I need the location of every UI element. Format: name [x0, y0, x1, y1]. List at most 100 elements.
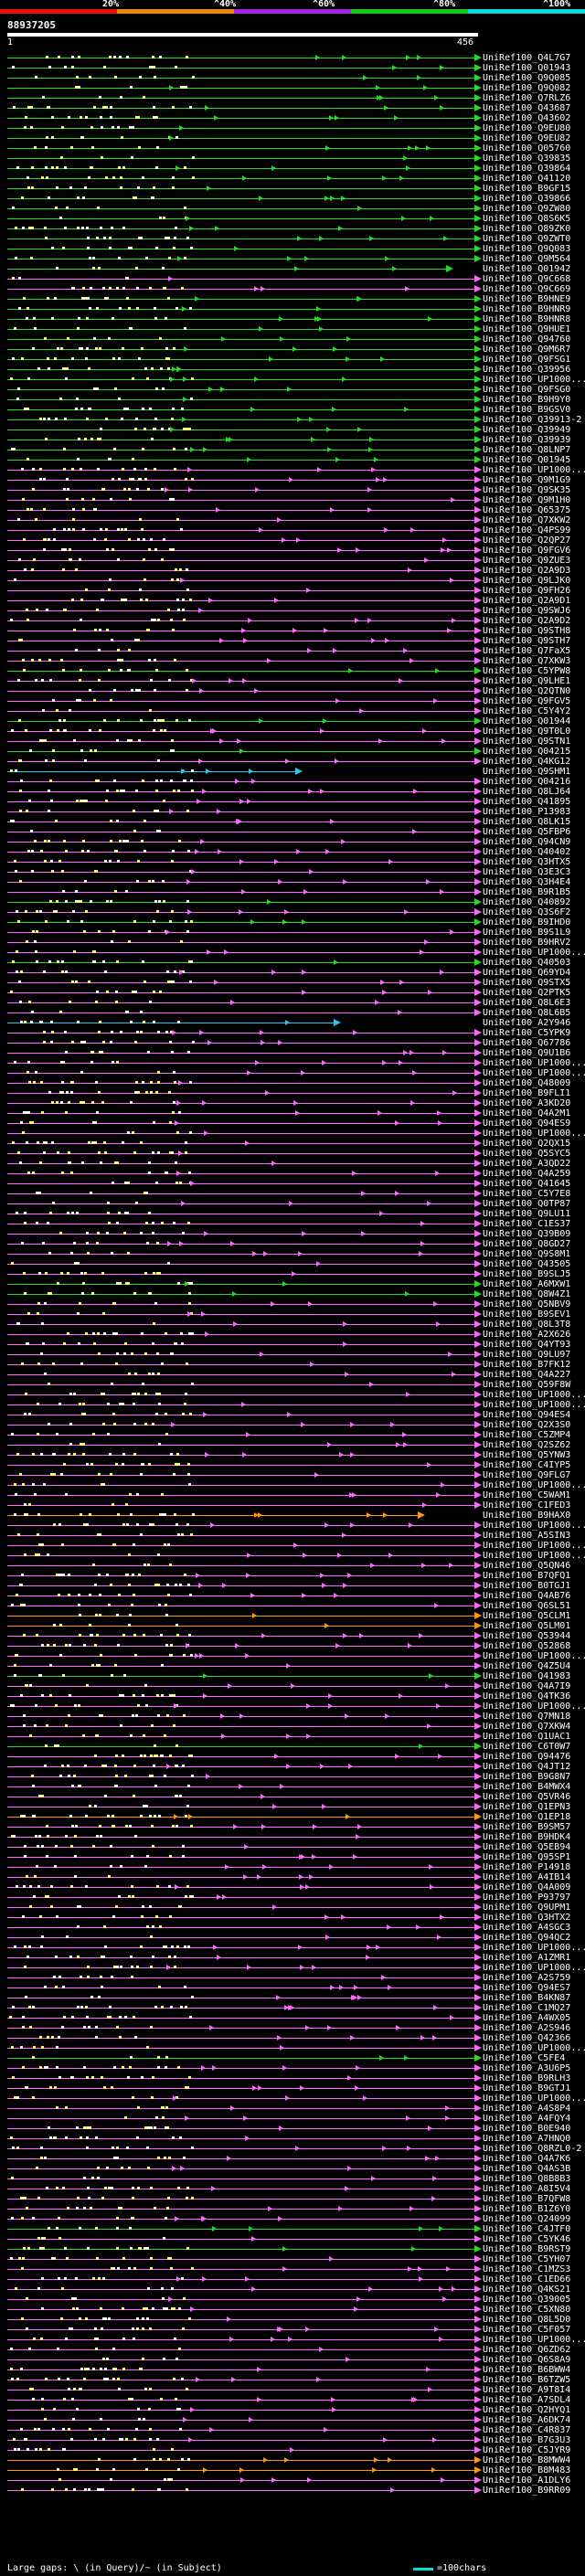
hit-row[interactable]: UniRef100_C1FED3: [0, 1500, 585, 1511]
hit-row[interactable]: UniRef100_Q4A7I9: [0, 1681, 585, 1691]
hit-row[interactable]: UniRef100_B9SEV1: [0, 1309, 585, 1320]
hit-label-link[interactable]: UniRef100_Q9Q082: [483, 83, 571, 93]
hit-row[interactable]: UniRef100_Q7XKW3: [0, 656, 585, 666]
hit-label-link[interactable]: UniRef100_Q01942: [483, 264, 571, 274]
hit-alignment-line[interactable]: [7, 2229, 478, 2230]
hit-row[interactable]: UniRef100_Q4AB76: [0, 1591, 585, 1601]
hit-row[interactable]: UniRef100_Q01944: [0, 716, 585, 726]
hit-alignment-line[interactable]: [7, 852, 478, 853]
hit-alignment-line[interactable]: [7, 1153, 478, 1154]
hit-row[interactable]: UniRef100_A3U6P5: [0, 2063, 585, 2073]
hit-row[interactable]: UniRef100_Q8B8B3: [0, 2174, 585, 2184]
hit-label-link[interactable]: UniRef100_Q41983: [483, 1671, 571, 1681]
hit-row[interactable]: UniRef100_Q3HTX5: [0, 857, 585, 867]
hit-label-link[interactable]: UniRef100_Q9EU80: [483, 123, 571, 133]
hit-alignment-line[interactable]: [7, 1495, 478, 1496]
hit-label-link[interactable]: UniRef100_Q2X3S0: [483, 1420, 571, 1430]
hit-alignment-line[interactable]: [7, 500, 478, 501]
hit-alignment-line[interactable]: [7, 429, 478, 430]
hit-alignment-line[interactable]: [7, 2168, 478, 2169]
hit-alignment-line[interactable]: [7, 2199, 478, 2200]
hit-label-link[interactable]: UniRef100_C5YPW8: [483, 666, 571, 676]
hit-label-link[interactable]: UniRef100_UP1000...: [483, 1551, 585, 1561]
hit-alignment-line[interactable]: [7, 1324, 478, 1325]
hit-row[interactable]: UniRef100_Q43602: [0, 113, 585, 123]
hit-row[interactable]: UniRef100_Q6SL51: [0, 1601, 585, 1611]
hit-label-link[interactable]: UniRef100_Q9ZWT0: [483, 234, 571, 244]
hit-label-link[interactable]: UniRef100_Q6ZD62: [483, 2345, 571, 2355]
hit-row[interactable]: UniRef100_Q9S8M1: [0, 1249, 585, 1259]
hit-row[interactable]: UniRef100_B8M483: [0, 2465, 585, 2475]
hit-row[interactable]: UniRef100_UP1000...: [0, 1390, 585, 1400]
hit-label-link[interactable]: UniRef100_Q94476: [483, 1752, 571, 1762]
hit-row[interactable]: UniRef100_Q2A9D3: [0, 566, 585, 576]
hit-row[interactable]: UniRef100_Q94ES9: [0, 1118, 585, 1129]
hit-label-link[interactable]: UniRef100_Q2A9D3: [483, 566, 571, 576]
hit-label-link[interactable]: UniRef100_A3KD20: [483, 1098, 571, 1108]
hit-label-link[interactable]: UniRef100_C5YH07: [483, 2254, 571, 2264]
hit-alignment-line[interactable]: [7, 510, 478, 511]
hit-label-link[interactable]: UniRef100_Q4Z5U4: [483, 1661, 571, 1671]
hit-alignment-line[interactable]: [7, 922, 478, 923]
hit-label-link[interactable]: UniRef100_A5SIN3: [483, 1531, 571, 1541]
hit-alignment-line[interactable]: [7, 98, 478, 99]
hit-label-link[interactable]: UniRef100_Q9EU82: [483, 133, 571, 143]
hit-alignment-line[interactable]: [7, 128, 478, 129]
hit-label-link[interactable]: UniRef100_Q43687: [483, 103, 571, 113]
hit-row[interactable]: UniRef100_B9GSV0: [0, 405, 585, 415]
hit-alignment-line[interactable]: [7, 349, 478, 350]
hit-alignment-line[interactable]: [7, 2369, 478, 2370]
hit-label-link[interactable]: UniRef100_B7FK12: [483, 1360, 571, 1370]
hit-label-link[interactable]: UniRef100_C5YK46: [483, 2234, 571, 2244]
hit-row[interactable]: UniRef100_B9SLJ5: [0, 1269, 585, 1279]
hit-alignment-line[interactable]: [7, 269, 450, 270]
hit-row[interactable]: UniRef100_C5Y4Y2: [0, 706, 585, 716]
hit-row[interactable]: UniRef100_B9RLH3: [0, 2073, 585, 2083]
hit-label-link[interactable]: UniRef100_Q94ES7: [483, 1983, 571, 1993]
hit-row[interactable]: UniRef100_Q9C668: [0, 274, 585, 284]
hit-alignment-line[interactable]: [7, 188, 478, 189]
hit-label-link[interactable]: UniRef100_P93797: [483, 1892, 571, 1903]
hit-alignment-line[interactable]: [7, 530, 478, 531]
hit-alignment-line[interactable]: [7, 1012, 478, 1013]
hit-alignment-line[interactable]: [7, 1103, 478, 1104]
hit-label-link[interactable]: UniRef100_Q4A2M1: [483, 1108, 571, 1118]
hit-alignment-line[interactable]: [7, 1123, 478, 1124]
hit-alignment-line[interactable]: [7, 691, 478, 692]
hit-label-link[interactable]: UniRef100_B9HNR8: [483, 314, 571, 324]
hit-alignment-line[interactable]: [7, 259, 478, 260]
hit-alignment-line[interactable]: [7, 701, 478, 702]
hit-label-link[interactable]: UniRef100_Q59F8W: [483, 1380, 571, 1390]
hit-label-link[interactable]: UniRef100_C5F057: [483, 2325, 571, 2335]
hit-label-link[interactable]: UniRef100_B9R1B5: [483, 887, 571, 897]
hit-row[interactable]: UniRef100_Q7XKW2: [0, 515, 585, 525]
hit-label-link[interactable]: UniRef100_Q4A7K6: [483, 2154, 571, 2164]
hit-label-link[interactable]: UniRef100_Q9M564: [483, 254, 571, 264]
hit-row[interactable]: UniRef100_Q41645: [0, 1179, 585, 1189]
hit-alignment-line[interactable]: [7, 2138, 478, 2139]
hit-label-link[interactable]: UniRef100_UP1000...: [483, 1390, 585, 1400]
hit-alignment-line[interactable]: [7, 2249, 478, 2250]
hit-row[interactable]: UniRef100_UP1000...: [0, 1058, 585, 1068]
hit-label-link[interactable]: UniRef100_B6TZW5: [483, 2375, 571, 2385]
hit-row[interactable]: UniRef100_Q94CN9: [0, 837, 585, 847]
hit-alignment-line[interactable]: [7, 2038, 478, 2039]
hit-label-link[interactable]: UniRef100_A7SDL4: [483, 2395, 571, 2405]
hit-label-link[interactable]: UniRef100_Q5LM01: [483, 1621, 571, 1631]
hit-row[interactable]: UniRef100_Q5CLM1: [0, 1611, 585, 1621]
hit-label-link[interactable]: UniRef100_Q9U1B6: [483, 1048, 571, 1058]
hit-alignment-line[interactable]: [7, 1907, 478, 1908]
hit-alignment-line[interactable]: [7, 1626, 478, 1627]
hit-alignment-line[interactable]: [7, 1294, 478, 1295]
hit-row[interactable]: UniRef100_C4R837: [0, 2425, 585, 2435]
hit-row[interactable]: UniRef100_UP1000...: [0, 1480, 585, 1490]
hit-row[interactable]: UniRef100_Q4A009: [0, 1882, 585, 1892]
hit-row[interactable]: UniRef100_Q39866: [0, 194, 585, 204]
hit-label-link[interactable]: UniRef100_Q2QTN0: [483, 686, 571, 696]
hit-label-link[interactable]: UniRef100_Q40892: [483, 897, 571, 907]
hit-alignment-line[interactable]: [7, 620, 478, 621]
hit-label-link[interactable]: UniRef100_UP1000...: [483, 2043, 585, 2053]
hit-label-link[interactable]: UniRef100_Q39956: [483, 365, 571, 375]
hit-row[interactable]: UniRef100_Q43687: [0, 103, 585, 113]
hit-alignment-line[interactable]: [7, 309, 478, 310]
